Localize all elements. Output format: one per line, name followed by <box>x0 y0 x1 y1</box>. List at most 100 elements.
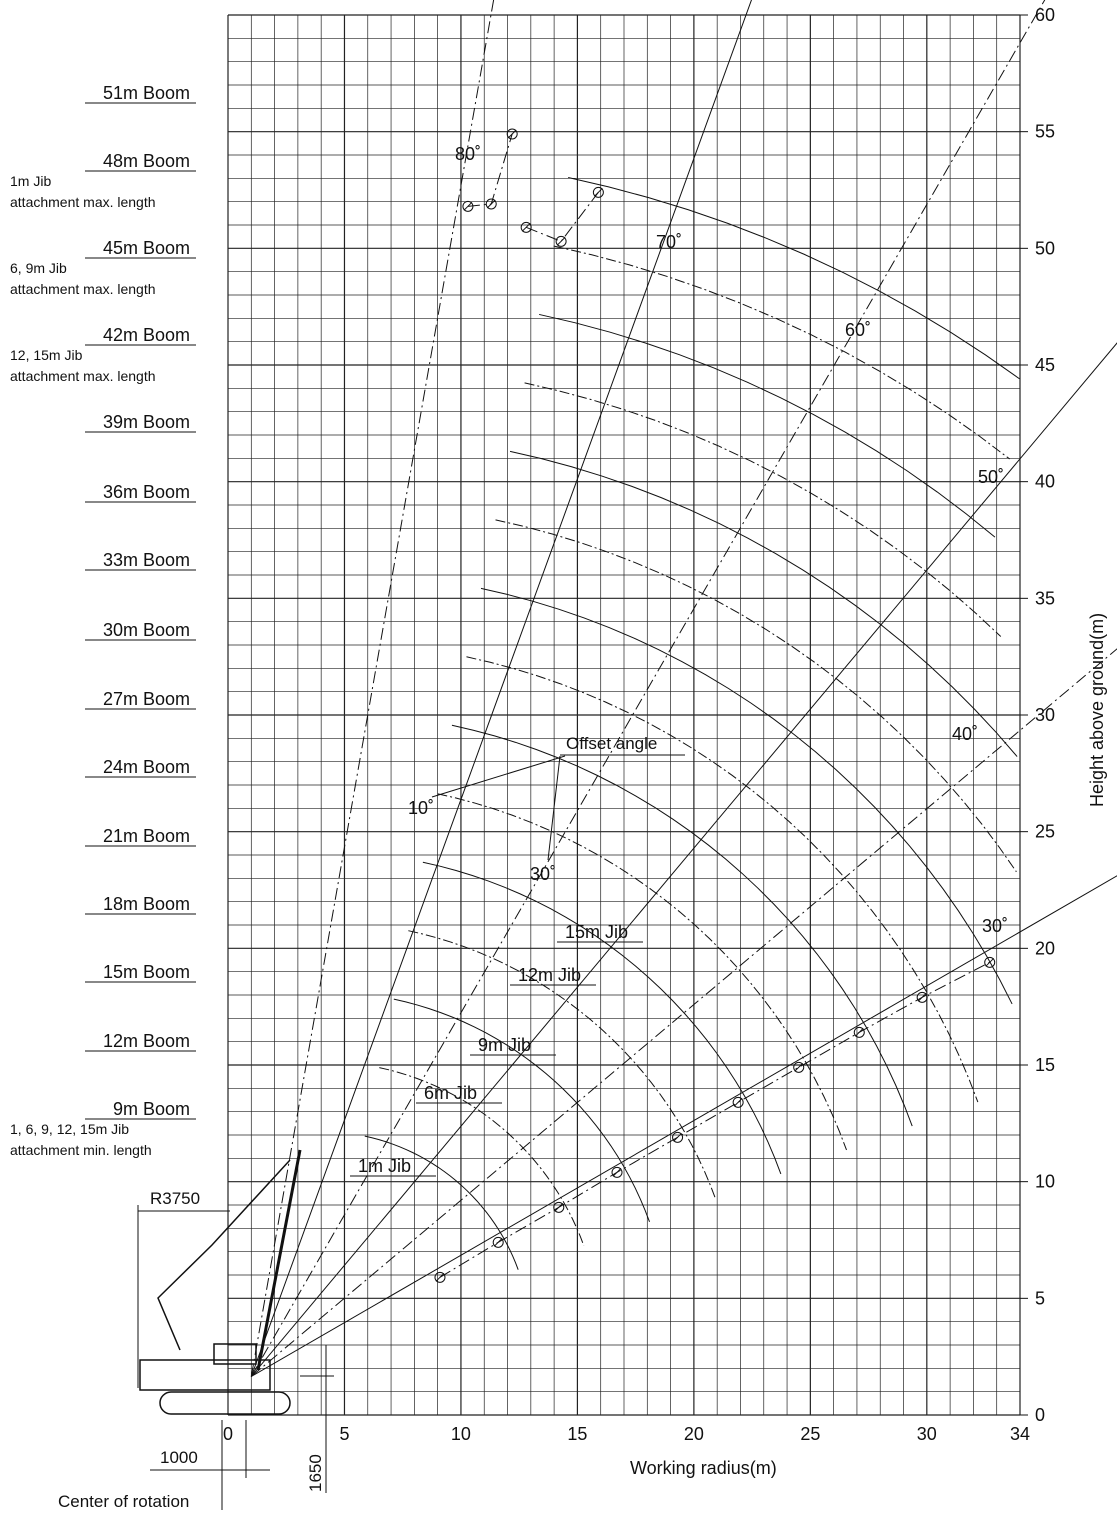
boom-note: 6, 9m Jib <box>10 260 67 276</box>
offset-angle-label: Offset angle <box>566 734 657 753</box>
range-arc <box>553 245 1010 460</box>
jib-tip-marker <box>492 1236 504 1248</box>
y-tick-label: 10 <box>1035 1172 1055 1192</box>
boom-angle-label: 60˚ <box>845 320 871 340</box>
range-arc <box>408 930 716 1199</box>
jib-tip-marker-slash <box>463 201 473 211</box>
jib-tip-marker-slash <box>985 957 995 967</box>
boom-label: 36m Boom <box>103 482 190 502</box>
boom-label: 33m Boom <box>103 550 190 570</box>
y-tick-label: 15 <box>1035 1055 1055 1075</box>
x-tick-label: 0 <box>223 1424 233 1444</box>
boom-label: 27m Boom <box>103 689 190 709</box>
pivot-offset-label: 1000 <box>160 1448 198 1467</box>
boom-label: 9m Boom <box>113 1099 190 1119</box>
range-arc <box>364 1135 519 1270</box>
crane-illustration <box>139 1149 302 1415</box>
range-arc <box>466 656 979 1103</box>
boom-label: 51m Boom <box>103 83 190 103</box>
range-arc <box>379 1067 585 1246</box>
x-tick-label: 30 <box>917 1424 937 1444</box>
crane-cab <box>213 1343 257 1365</box>
x-tick-label: 5 <box>339 1424 349 1444</box>
y-tick-label: 30 <box>1035 705 1055 725</box>
jib-tip-marker-slash <box>493 1237 503 1247</box>
jib-tip-marker <box>984 956 996 968</box>
y-axis-ticks: 0 5 10 15 20 25 30 35 40 45 50 55 60 <box>1020 5 1055 1425</box>
boom-angle-line <box>250 342 1117 1377</box>
boom-angle-label: 70˚ <box>656 232 682 252</box>
y-tick-label: 50 <box>1035 238 1055 258</box>
boom-label: 12m Boom <box>103 1031 190 1051</box>
jib-label: 15m Jib <box>565 922 628 942</box>
crane-body <box>139 1359 271 1391</box>
boom-label: 48m Boom <box>103 151 190 171</box>
boom-angle-line <box>250 0 495 1377</box>
jib-tip-marker-slash <box>673 1132 682 1142</box>
boom-label: 21m Boom <box>103 826 190 846</box>
y-tick-label: 25 <box>1035 822 1055 842</box>
jib-tip-marker <box>916 991 928 1003</box>
gantry <box>157 1159 291 1351</box>
jib-tip-marker <box>462 200 474 212</box>
tail-radius-label: R3750 <box>150 1189 200 1208</box>
jib-tip-marker-slash <box>435 1272 445 1282</box>
boom-label: 45m Boom <box>103 238 190 258</box>
series-30-deg <box>434 956 996 1283</box>
offset-angle-value: 30˚ <box>530 864 556 884</box>
series-70-deg <box>520 186 604 247</box>
jib-tip-marker <box>555 235 567 247</box>
range-arc <box>437 793 847 1151</box>
boom-angle-label: 80˚ <box>455 144 481 164</box>
jib-label: 6m Jib <box>424 1083 477 1103</box>
boom-label: 42m Boom <box>103 325 190 345</box>
jib-tip-marker <box>506 128 518 140</box>
y-tick-label: 55 <box>1035 122 1055 142</box>
boom-label: 15m Boom <box>103 962 190 982</box>
series-line <box>525 192 599 242</box>
boom-label: 39m Boom <box>103 412 190 432</box>
boom-label: 24m Boom <box>103 757 190 777</box>
jib-tip-marker-slash <box>507 129 517 139</box>
boom-angle-lines <box>250 0 1117 1377</box>
jib-tip-marker-slash <box>917 992 927 1002</box>
series-line <box>439 961 990 1278</box>
boom-labels: 51m Boom 48m Boom 45m Boom 42m Boom 39m Boom… <box>10 83 190 1158</box>
jib-tip-marker <box>434 1271 446 1283</box>
range-arc <box>480 587 1013 1005</box>
jib-tip-markers <box>434 128 996 1283</box>
jib-tip-marker <box>611 1166 623 1178</box>
range-arc <box>568 177 1020 380</box>
boom-note: attachment max. length <box>10 368 156 384</box>
crawler-track <box>159 1391 291 1415</box>
offset-angle-callout: Offset angle <box>431 734 685 861</box>
jib-tip-marker-slash <box>521 222 531 232</box>
grid <box>227 14 1021 1416</box>
range-arc <box>451 724 913 1127</box>
boom-angle-line <box>251 875 1117 1377</box>
range-arc <box>509 450 1018 757</box>
jib-label: 1m Jib <box>358 1156 411 1176</box>
x-axis-ticks: 0 5 10 15 20 25 30 34 <box>223 1424 1030 1444</box>
jib-tip-marker <box>520 221 532 233</box>
x-tick-label: 15 <box>567 1424 587 1444</box>
y-tick-label: 35 <box>1035 588 1055 608</box>
jib-tip-marker-slash <box>556 236 566 246</box>
jib-tip-marker <box>592 186 604 198</box>
x-tick-label: 34 <box>1010 1424 1030 1444</box>
boom-angle-line <box>250 0 752 1377</box>
jib-tip-marker-slash <box>794 1062 804 1072</box>
x-tick-label: 10 <box>451 1424 471 1444</box>
jib-tip-marker <box>553 1201 565 1213</box>
dimension-annotations: R3750 1000 1650 Center of rotation <box>58 1189 334 1511</box>
jib-tip-marker <box>853 1026 865 1038</box>
y-tick-label: 45 <box>1035 355 1055 375</box>
boom-note: attachment max. length <box>10 281 156 297</box>
jib-tip-marker-slash <box>486 199 496 209</box>
boom-angle-line <box>250 648 1117 1377</box>
pivot-height-label: 1650 <box>306 1454 325 1492</box>
boom-note: 1, 6, 9, 12, 15m Jib <box>10 1121 129 1137</box>
jib-tip-marker-slash <box>854 1027 864 1037</box>
boom-angle-label: 50˚ <box>978 467 1004 487</box>
